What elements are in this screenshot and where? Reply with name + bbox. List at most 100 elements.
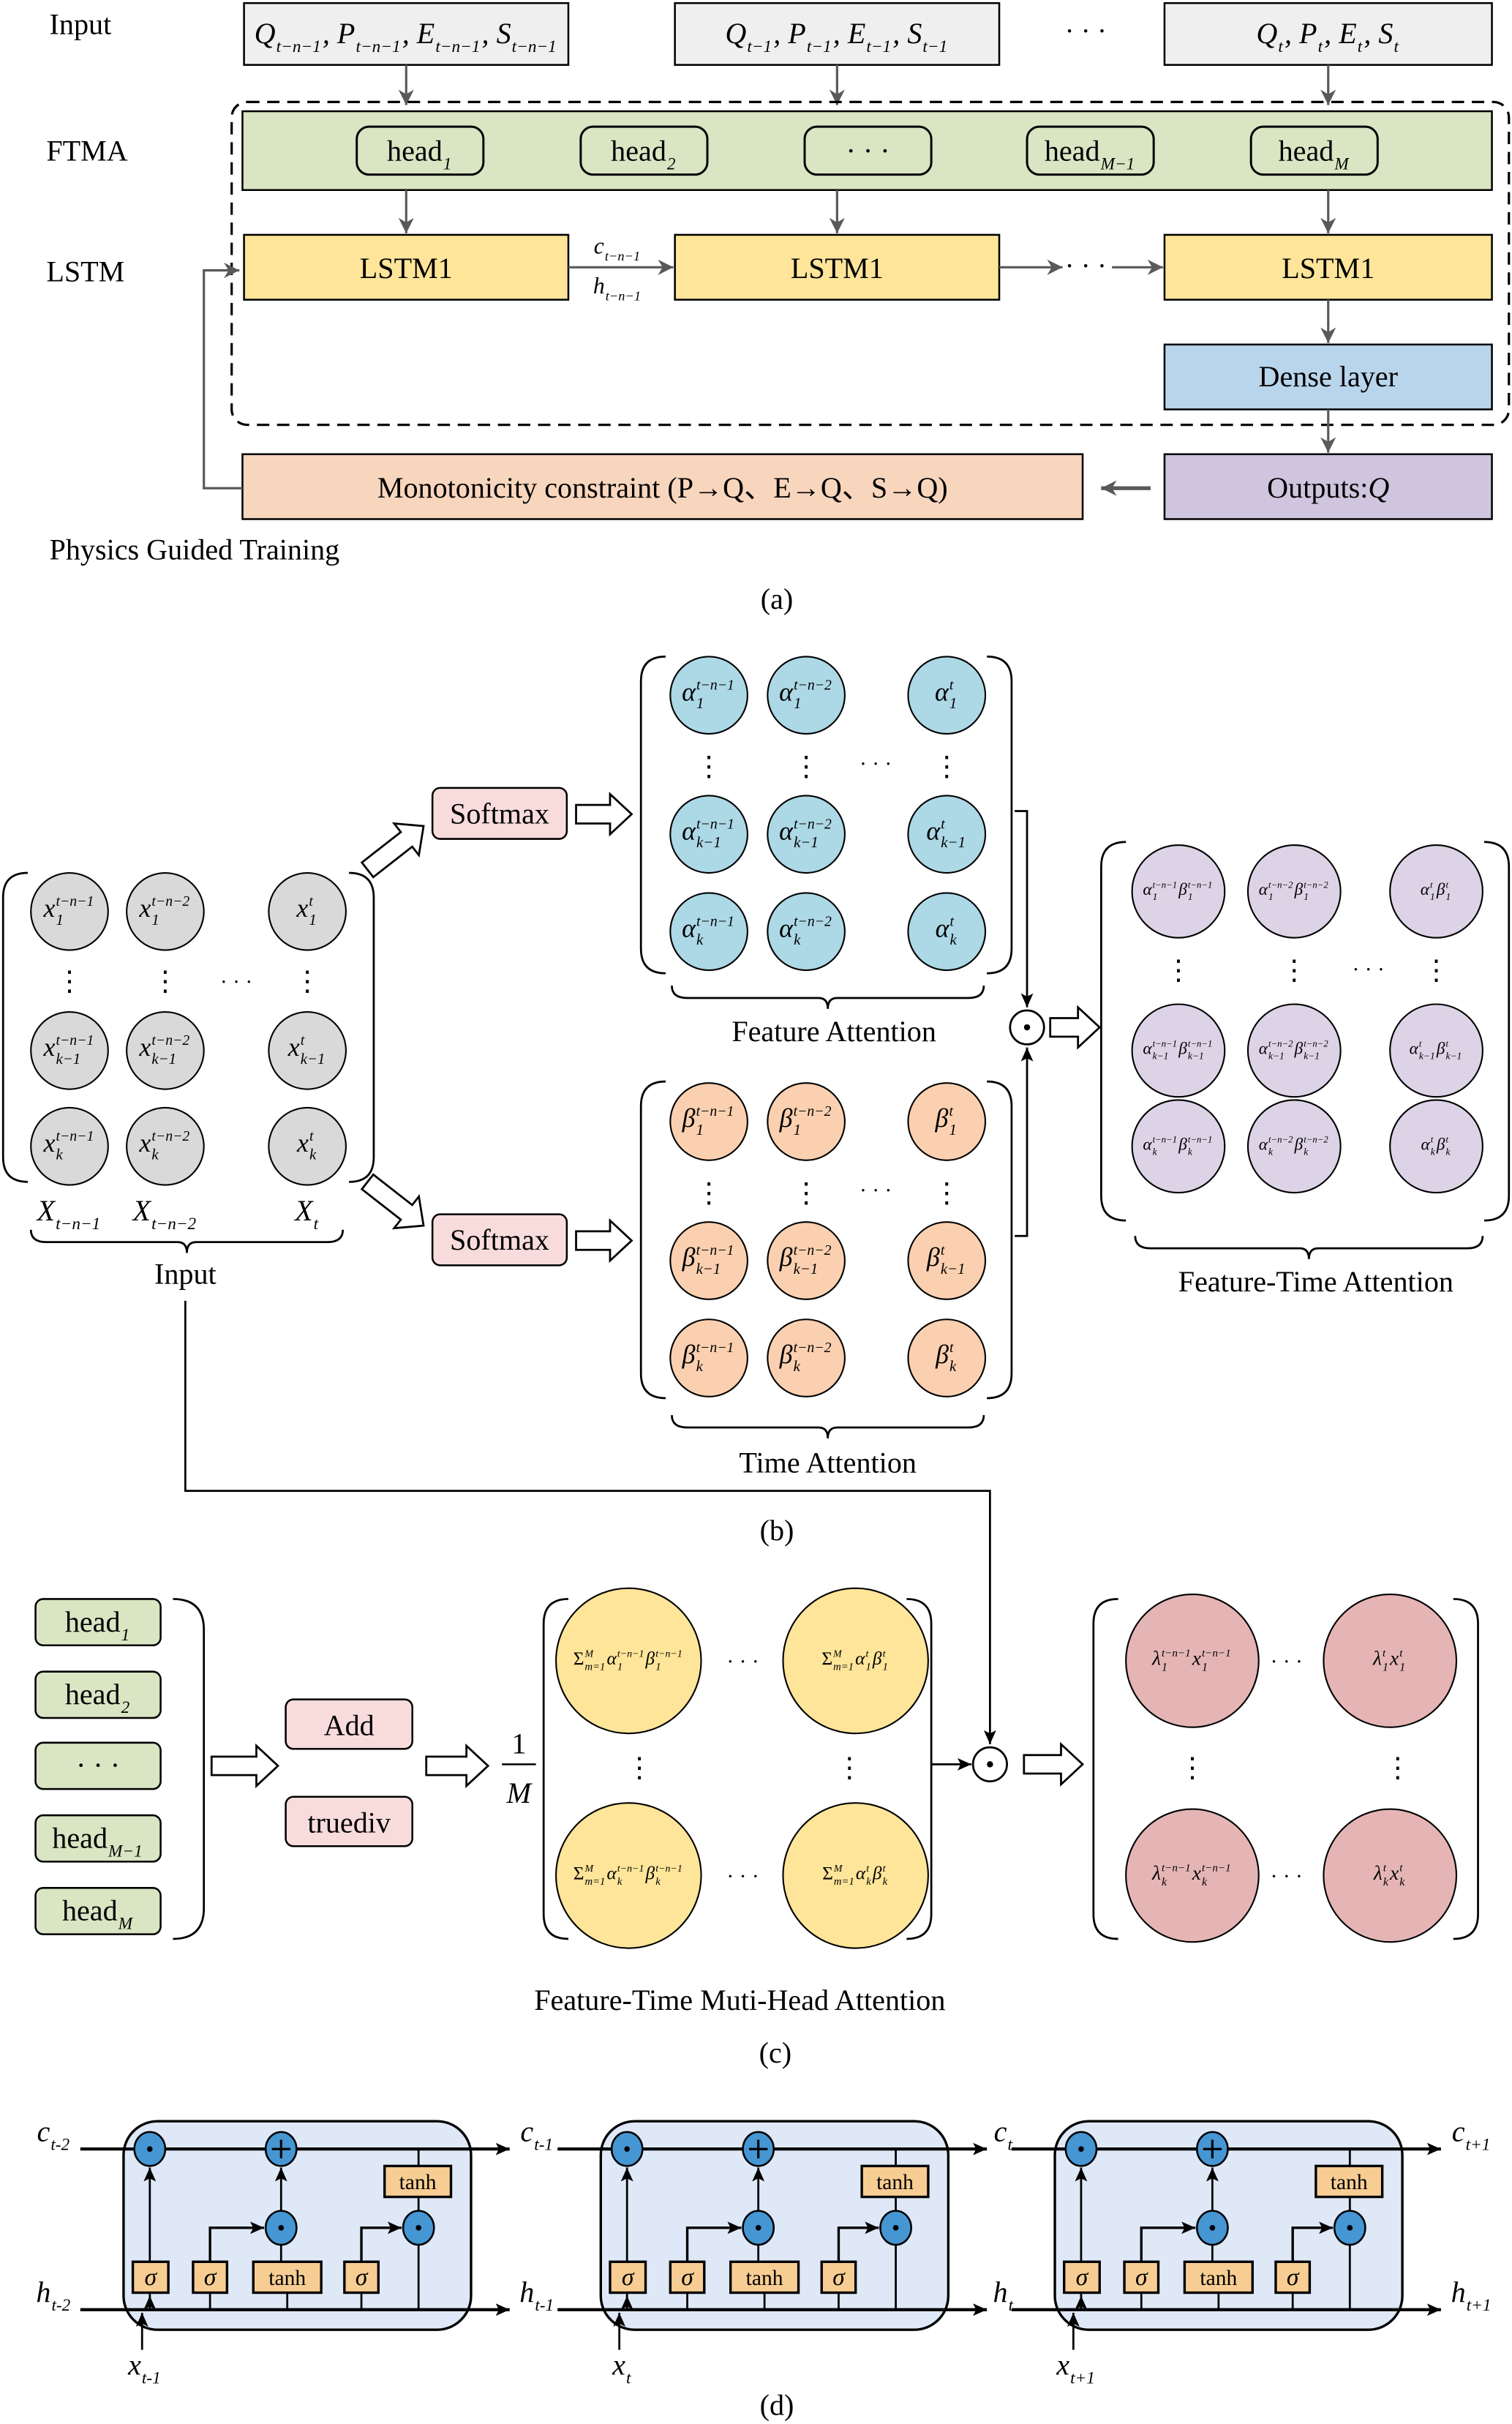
input-skip-connection [184, 1300, 996, 1744]
math-symbol: head [387, 135, 443, 168]
math-symbol: β [645, 1863, 655, 1883]
math-superscript: t−n−2 [794, 677, 832, 693]
math-symbol: β [1178, 1135, 1187, 1154]
vertical-ellipsis: ⋮ [792, 751, 820, 782]
math-superscript: t−n−2 [794, 816, 832, 832]
caption-a: (a) [761, 582, 794, 615]
math-subscript: m=1 [834, 1876, 854, 1888]
monotonicity-constraint-block [241, 453, 1084, 520]
math-symbol: β [935, 1340, 949, 1369]
math-subscript: 1 [1268, 891, 1274, 902]
math-superscript: M [832, 1648, 843, 1659]
math-symbol: α [779, 913, 794, 942]
math-symbol: x [612, 2348, 625, 2381]
math-superscript: t−n−1 [1202, 1648, 1231, 1659]
feature-time-attention-cell [1389, 844, 1483, 939]
math-symbol: β [682, 1340, 696, 1369]
math-subscript: 1 [1162, 1662, 1167, 1674]
math-superscript: t−n−2 [1304, 1135, 1328, 1145]
feature-attention-cell [907, 795, 987, 874]
math-symbol: α [1259, 1039, 1268, 1058]
math-symbol: c [594, 233, 604, 258]
sum-matrix-cell-label: Σ Mm=1 α t1 β t1 [821, 1648, 888, 1673]
math-symbol: α [682, 913, 696, 942]
math-symbol: α [1421, 1135, 1431, 1154]
math-subscript: 1 [1202, 1662, 1208, 1674]
input-matrix-cell [30, 871, 109, 951]
dot-icon [755, 2225, 761, 2231]
math-symbol: c [37, 2115, 50, 2148]
sigmoid-gate [609, 2260, 647, 2294]
caption-d: (d) [760, 2388, 794, 2421]
feature-attention-cell [767, 656, 846, 735]
ellipsis: · · · [1352, 958, 1384, 981]
attention-head [34, 1887, 162, 1935]
math-superscript: t−n−2 [794, 1103, 832, 1119]
tanh-label: tanh [876, 2171, 914, 2194]
attention-head [356, 125, 485, 176]
math-symbol: β [872, 1648, 882, 1669]
math-symbol: Q [1256, 17, 1277, 50]
feature-attention-cell [669, 892, 748, 972]
dot-icon [146, 2146, 153, 2152]
math-superscript: t−n−1 [56, 1032, 94, 1048]
math-symbol: x [296, 893, 308, 923]
feature-attention-cell [907, 656, 987, 735]
math-superscript: t−n−1 [1153, 1039, 1178, 1049]
tanh-label: tanh [1331, 2171, 1368, 2194]
tanh-label: tanh [746, 2267, 783, 2290]
math-symbol: α [779, 816, 794, 845]
math-symbol: c [1452, 2115, 1465, 2148]
attention-head [34, 1670, 162, 1719]
hidden-state-label: h t+1 [1451, 2275, 1492, 2315]
ellipsis: · · · [1271, 1650, 1303, 1673]
math-subscript: k [794, 931, 801, 948]
result-matrix-cell [1323, 1808, 1458, 1943]
ellipsis: · · · [1271, 1865, 1303, 1888]
math-symbol: X [132, 1194, 152, 1227]
input-matrix-cell-label: x t−n−1 k−1 [43, 1032, 94, 1067]
math-symbol: λ [1372, 1647, 1382, 1669]
math-subscript: k [1153, 1146, 1158, 1157]
math-symbol: β [872, 1863, 882, 1883]
lstm-block [674, 233, 1001, 301]
math-symbol: x [1389, 1647, 1399, 1669]
math-symbol: β [1294, 880, 1304, 899]
feature-time-attention-cell-label: α t−n−2k β t−n−2k [1259, 1135, 1329, 1157]
sigmoid-label: σ [1076, 2264, 1089, 2291]
math-subscript: m=1 [585, 1876, 606, 1888]
math-symbol: x [127, 2348, 141, 2381]
math-superscript: t−n−1 [696, 677, 734, 693]
lstm-block-label: LSTM1 [1282, 252, 1374, 285]
math-subscript: 1 [56, 911, 64, 928]
input-matrix-cell [30, 1011, 109, 1090]
dense-layer-label: Dense layer [1259, 360, 1398, 393]
math-symbol: β [645, 1648, 655, 1669]
math-subscript: k [1383, 1876, 1389, 1888]
dot-icon [892, 2225, 899, 2231]
ellipsis: · · · [726, 1650, 759, 1673]
math-superscript: t−n−2 [1304, 879, 1328, 890]
connector-line [360, 2221, 402, 2262]
math-superscript: t−n−2 [151, 893, 189, 909]
tanh-gate [383, 2164, 453, 2199]
math-symbol: x [43, 1128, 56, 1157]
math-superscript: t−n−2 [151, 1128, 189, 1144]
input-matrix-cell [268, 1011, 347, 1090]
attention-head [34, 1741, 162, 1790]
time-attention-cell-label: β t k−1 [926, 1242, 966, 1277]
tanh-gate [252, 2260, 323, 2294]
monotonicity-constraint-label: Monotonicity constraint (P→Q、E→Q、S→Q) [377, 471, 948, 504]
math-subscript: 1 [443, 155, 452, 174]
math-subscript: k [696, 1357, 704, 1375]
dot-icon [1078, 2146, 1084, 2152]
math-symbol: β [779, 1340, 793, 1369]
math-subscript: 1 [655, 1662, 661, 1673]
math-subscript: 2 [667, 155, 676, 174]
math-subscript: k−1 [301, 1050, 326, 1067]
row-label-ftma: FTMA [46, 135, 127, 168]
math-subscript: t−n−1 [605, 249, 640, 263]
math-subscript: t [1278, 37, 1283, 56]
feature-time-attention-cell-label: α tk β tk [1421, 1135, 1451, 1157]
math-symbol: , P [323, 17, 356, 50]
